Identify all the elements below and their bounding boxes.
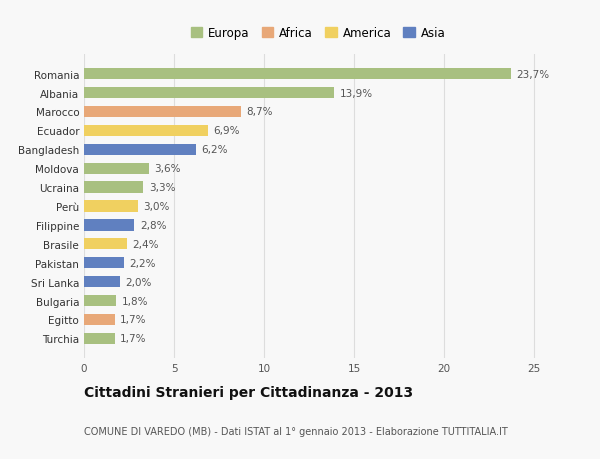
Text: 6,2%: 6,2% (201, 145, 227, 155)
Text: 3,0%: 3,0% (143, 202, 170, 212)
Text: 8,7%: 8,7% (246, 107, 272, 117)
Bar (84, 144, 196, 156)
Text: 3,6%: 3,6% (154, 164, 181, 174)
Bar (84, 257, 124, 269)
Text: 6,9%: 6,9% (214, 126, 240, 136)
Bar (84, 276, 120, 288)
Text: COMUNE DI VAREDO (MB) - Dati ISTAT al 1° gennaio 2013 - Elaborazione TUTTITALIA.: COMUNE DI VAREDO (MB) - Dati ISTAT al 1°… (84, 426, 508, 436)
Bar (84, 239, 127, 250)
Text: 1,8%: 1,8% (122, 296, 148, 306)
Bar (84, 106, 241, 118)
Text: 2,0%: 2,0% (125, 277, 152, 287)
Bar (84, 314, 115, 325)
Bar (84, 201, 138, 212)
Text: 2,8%: 2,8% (140, 220, 166, 230)
Bar (84, 88, 334, 99)
Text: 3,3%: 3,3% (149, 183, 175, 193)
Bar (84, 69, 511, 80)
Text: 13,9%: 13,9% (340, 89, 373, 98)
Bar (84, 125, 208, 137)
Text: 1,7%: 1,7% (120, 334, 146, 344)
Bar (84, 333, 115, 344)
Text: Cittadini Stranieri per Cittadinanza - 2013: Cittadini Stranieri per Cittadinanza - 2… (84, 386, 413, 399)
Text: 1,7%: 1,7% (120, 315, 146, 325)
Bar (84, 163, 149, 174)
Bar (84, 182, 143, 193)
Bar (84, 295, 116, 307)
Text: 23,7%: 23,7% (516, 69, 549, 79)
Text: 2,2%: 2,2% (129, 258, 155, 268)
Text: 2,4%: 2,4% (133, 239, 159, 249)
Legend: Europa, Africa, America, Asia: Europa, Africa, America, Asia (188, 25, 448, 42)
Bar (84, 220, 134, 231)
